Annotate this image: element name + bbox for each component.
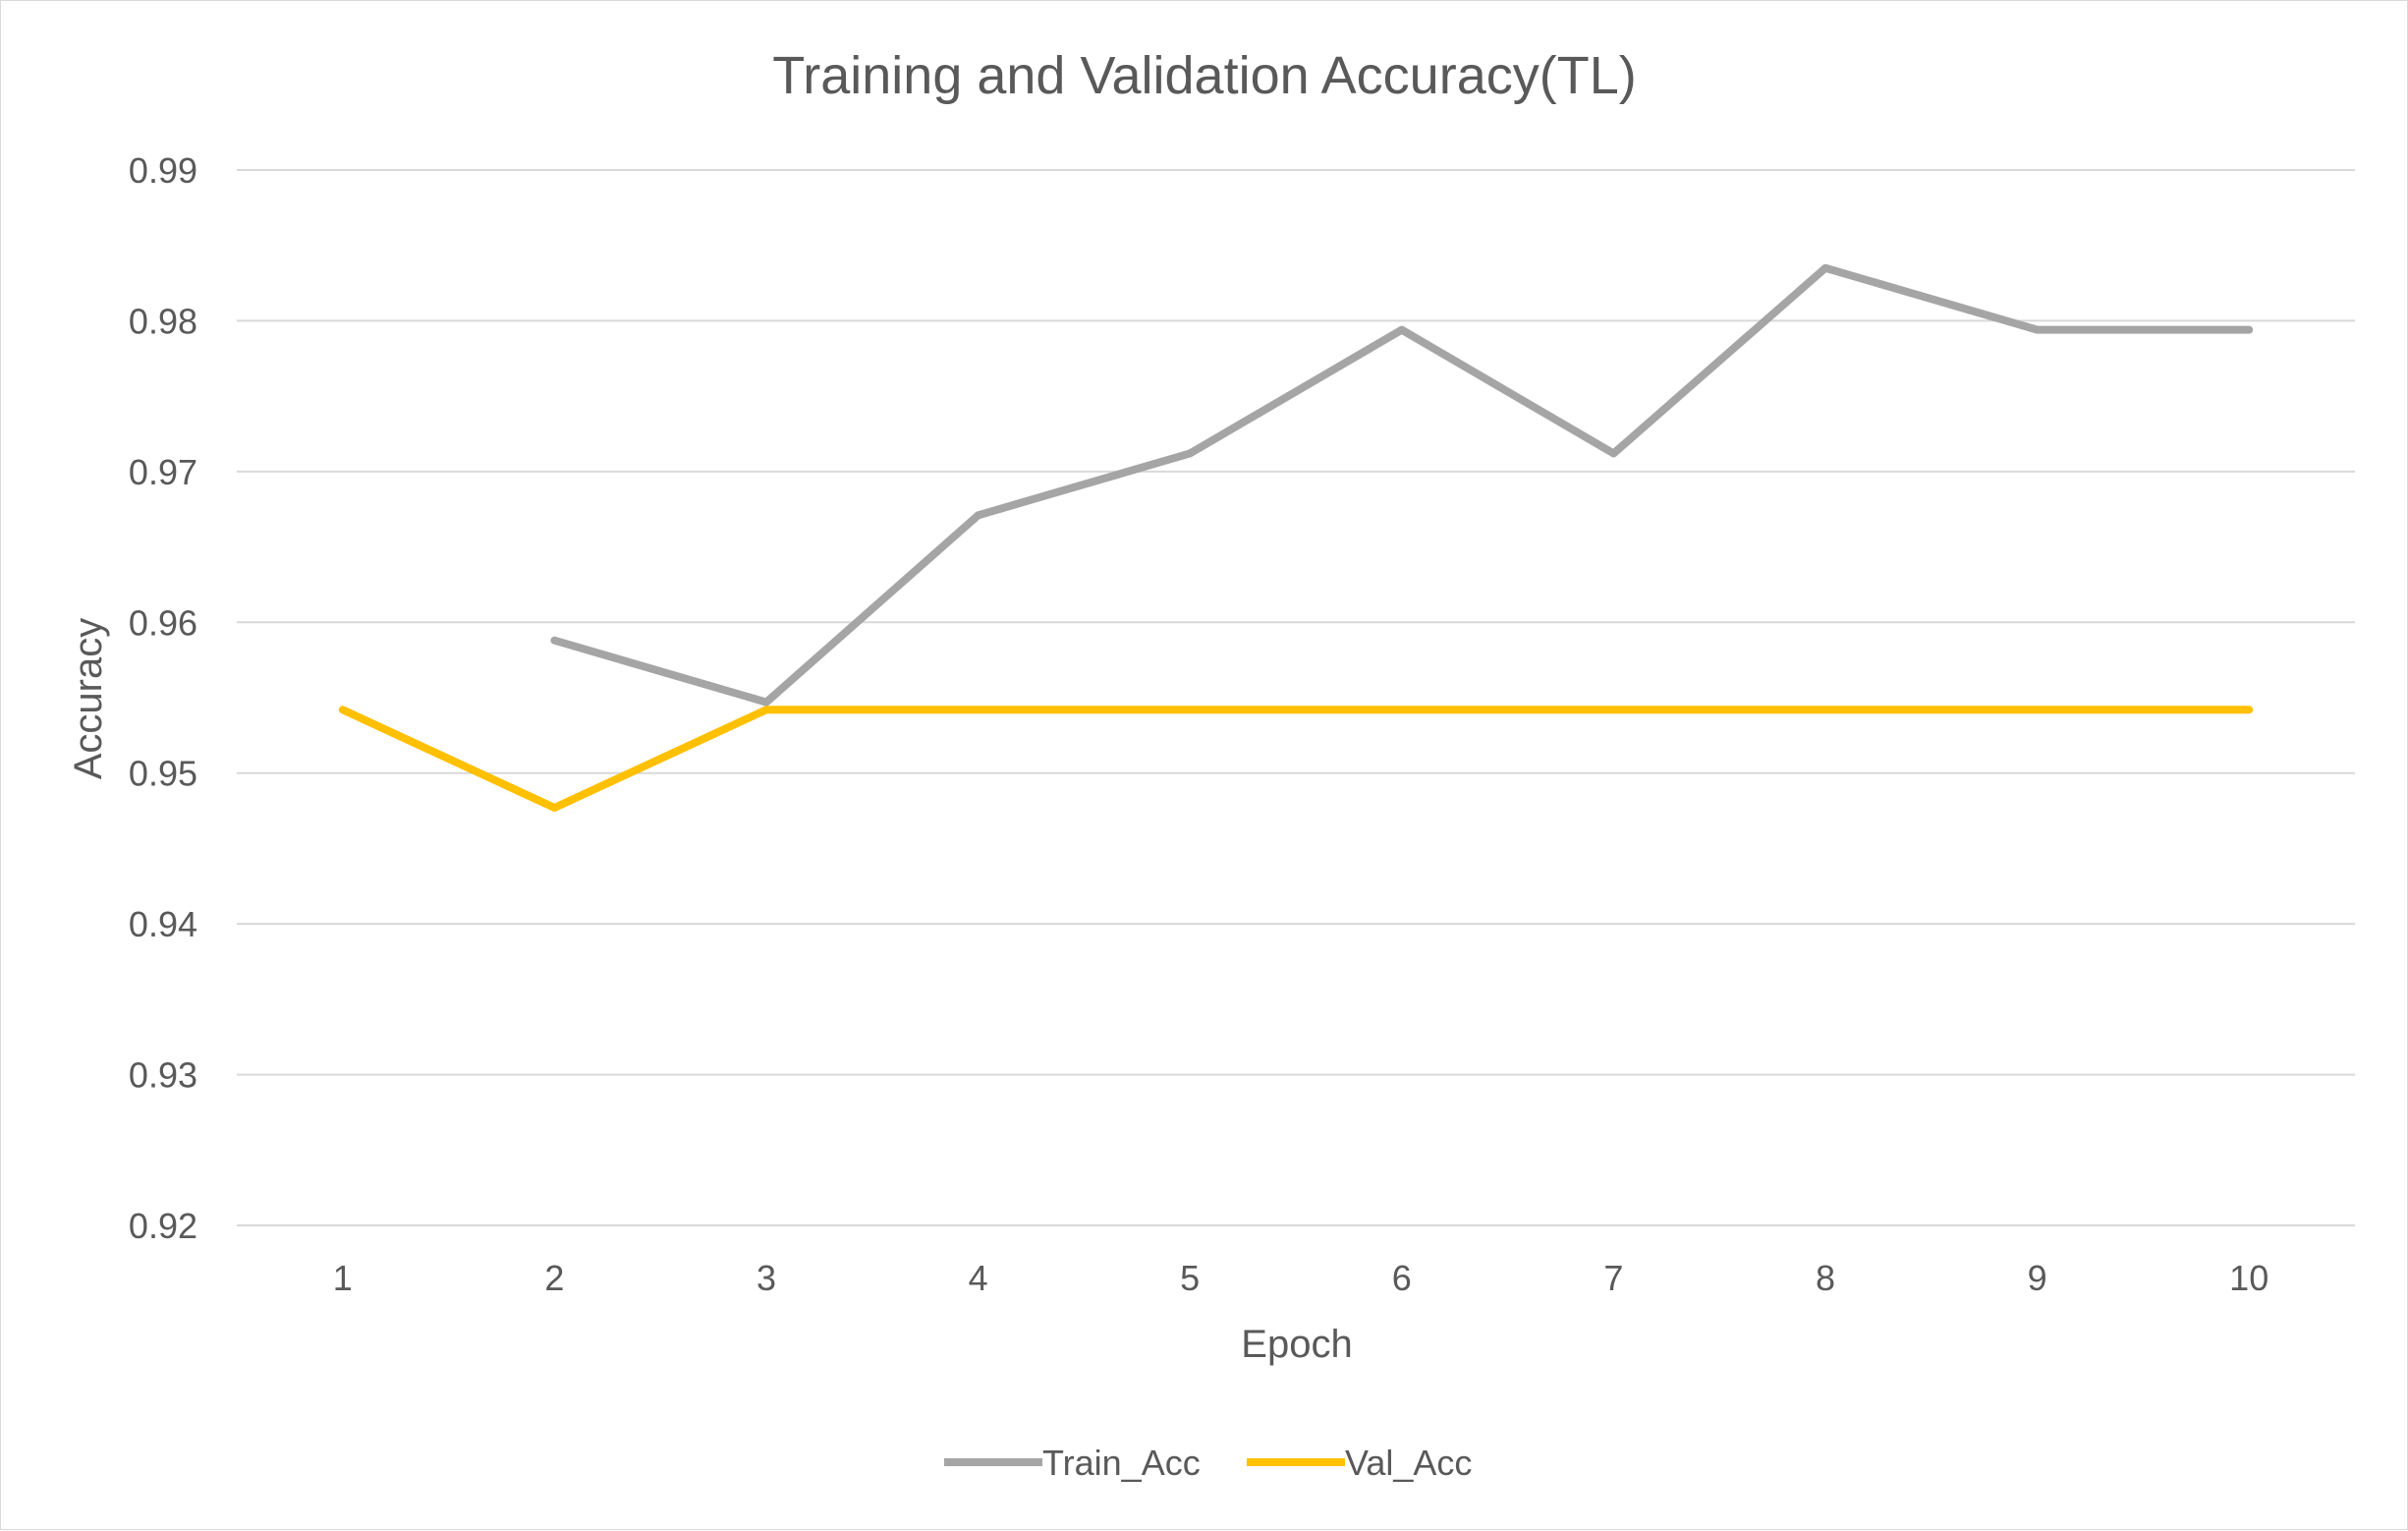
y-tick-label: 0.98 (129, 301, 197, 341)
y-tick-label: 0.95 (129, 754, 197, 794)
x-tick-label: 7 (1603, 1258, 1623, 1298)
legend-label: Train_Acc (1042, 1443, 1201, 1483)
x-tick-label: 10 (2229, 1258, 2268, 1298)
y-tick-label: 0.92 (129, 1206, 197, 1246)
series-line-val-acc (338, 706, 2254, 813)
x-tick-label: 9 (2028, 1258, 2047, 1298)
legend: Train_Acc Val_Acc (944, 1443, 1472, 1483)
x-tick-label: 4 (969, 1258, 988, 1298)
x-axis-label: Epoch (1241, 1323, 1352, 1366)
x-tick-label: 5 (1180, 1258, 1200, 1298)
y-axis-label: Accuracy (67, 618, 110, 780)
x-tick-label: 2 (544, 1258, 564, 1298)
y-tick-label: 0.97 (129, 452, 197, 492)
x-tick-label: 1 (333, 1258, 353, 1298)
y-tick-label: 0.99 (129, 150, 197, 191)
y-axis-ticks: 0.92 0.93 0.94 0.95 0.96 0.97 0.98 0.99 (129, 150, 197, 1246)
x-tick-label: 3 (756, 1258, 776, 1298)
series-line-train-acc (550, 263, 2254, 707)
chart-title: Training and Validation Accuracy(TL) (772, 46, 1636, 105)
x-axis-ticks: 1 2 3 4 5 6 7 8 9 10 (333, 1258, 2268, 1298)
gridlines (237, 169, 2355, 1226)
x-tick-label: 8 (1816, 1258, 1835, 1298)
series-lines (338, 263, 2254, 813)
y-tick-label: 0.94 (129, 904, 197, 944)
legend-label: Val_Acc (1345, 1443, 1472, 1483)
y-tick-label: 0.93 (129, 1055, 197, 1096)
x-tick-label: 6 (1392, 1258, 1412, 1298)
y-tick-label: 0.96 (129, 602, 197, 643)
